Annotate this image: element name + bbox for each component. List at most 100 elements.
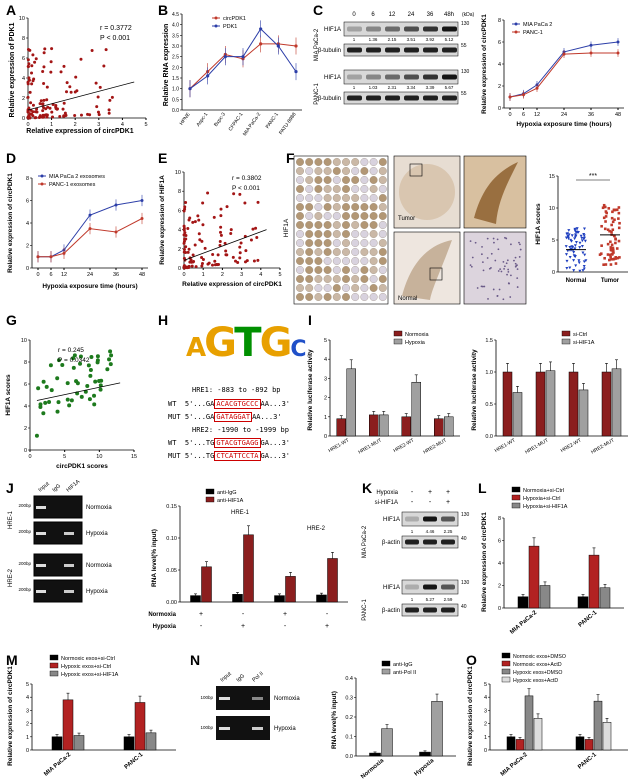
- legend-marker: [40, 182, 44, 186]
- y-tick-label: 8: [26, 176, 29, 182]
- dot-point: [612, 257, 615, 261]
- tma-core: [378, 167, 387, 175]
- blot-band: [385, 26, 400, 32]
- tma-core: [351, 194, 360, 202]
- dot-point: [572, 251, 576, 254]
- panel-label-e: E: [158, 150, 168, 166]
- tma-core: [351, 257, 360, 265]
- scatter-point: [41, 411, 46, 416]
- nucleus-dot: [498, 288, 501, 291]
- tma-core: [332, 167, 341, 175]
- y-tick-label: 8: [498, 18, 501, 24]
- bar: [431, 701, 443, 757]
- data-point: [259, 42, 263, 46]
- gel-image: [33, 579, 83, 603]
- scatter-point: [256, 258, 260, 262]
- time-label: 36: [427, 12, 434, 18]
- blot-band: [347, 95, 362, 101]
- blot-strip: [343, 91, 459, 105]
- tma-core: [332, 275, 341, 283]
- scatter-point: [67, 403, 72, 408]
- scatter-point: [73, 90, 77, 94]
- scatter-point: [30, 82, 34, 86]
- scatter-point: [229, 231, 233, 235]
- bp-label: 200bp: [18, 529, 31, 534]
- tma-core: [378, 158, 387, 166]
- quant-value: 1: [411, 597, 414, 602]
- tma-core: [305, 158, 314, 166]
- scatter-point: [41, 109, 45, 113]
- nucleus-dot: [505, 262, 508, 265]
- scatter-point: [234, 259, 238, 263]
- tma-core: [323, 266, 332, 274]
- x-tick-label: HRE1-WT: [494, 438, 517, 455]
- dot-point: [564, 236, 568, 240]
- nucleus-dot: [481, 261, 484, 264]
- x-tick-label: PANC-1: [578, 610, 599, 629]
- x-tick-label: HRE2-MUT: [590, 438, 615, 456]
- quant-value: 1.03: [369, 85, 378, 90]
- scatter-point: [38, 402, 43, 407]
- nucleus-dot: [519, 243, 521, 246]
- blot-band: [423, 74, 438, 80]
- scatter-point: [62, 114, 66, 118]
- scatter-point: [69, 398, 74, 403]
- y-tick-label: 4: [26, 695, 29, 701]
- time-label: 0: [352, 12, 356, 18]
- tma-core: [305, 230, 314, 238]
- nucleus-dot: [516, 268, 519, 271]
- tma-core: [369, 248, 378, 256]
- nucleus-dot: [486, 237, 489, 240]
- x-tick-label: PANC-1: [577, 752, 598, 771]
- panel-b-line: 0.0 0.5 1.0 1.5 2.0 2.5 3.0 3.5 4.0 4.5 HPNE Aspc-1…: [163, 12, 302, 138]
- scatter-point: [196, 214, 200, 218]
- scatter-point: [219, 233, 223, 237]
- scatter-point: [201, 257, 205, 261]
- nucleus-dot: [470, 265, 473, 268]
- y-tick-label: 8: [178, 189, 181, 195]
- scatter-point: [49, 70, 53, 74]
- dot-point: [610, 253, 614, 256]
- bar: [568, 371, 579, 437]
- scatter-point: [69, 90, 73, 94]
- y-tick-label: 0: [552, 270, 555, 276]
- data-point: [589, 51, 593, 55]
- blot-band: [442, 74, 457, 80]
- blot-strip: [343, 43, 459, 57]
- legend-swatch: [393, 330, 403, 337]
- panel-n: Input IgG Pol II 100bp Normoxia 100bp Hypoxia 0…: [200, 660, 456, 780]
- tma-core: [332, 185, 341, 193]
- scatter-point: [55, 409, 60, 414]
- panel-g-scatter: 0 2 4 6 8 10 0 5 10 15 r = 0.245 P = 0.0342 circPDK1…: [5, 338, 137, 470]
- x-tick-label: Aspc-1: [195, 112, 209, 128]
- gel-band: [36, 564, 46, 567]
- tma-core: [305, 257, 314, 265]
- group-label: HRE-1: [231, 510, 250, 516]
- mw-label: 55: [461, 91, 467, 97]
- panel-c: 0 6 12 24 36 48h (kDa)HIF1A130β-tubulin55HIF1A…: [314, 12, 624, 128]
- bar: [515, 739, 525, 751]
- tma-core: [332, 266, 341, 274]
- tma-core: [342, 293, 350, 301]
- bp-label: 100bp: [200, 695, 213, 700]
- scatter-point: [26, 58, 30, 62]
- scatter-point: [49, 60, 53, 64]
- dot-point: [568, 245, 572, 249]
- tumor-label: Tumor: [398, 216, 415, 222]
- y-tick-label: 5: [324, 338, 327, 344]
- time-label: 24: [408, 12, 415, 18]
- nucleus-dot: [471, 256, 474, 259]
- nucleus-dot: [519, 248, 522, 251]
- nucleus-dot: [474, 241, 477, 244]
- tma-core: [369, 221, 378, 229]
- hre1-wt: WT 5'...GA ACACGTGCCC AA...3': [168, 399, 291, 409]
- dot-point: [602, 263, 605, 266]
- dot-point: [610, 230, 613, 234]
- scatter-point: [34, 116, 38, 120]
- bar: [593, 700, 603, 751]
- tumor-core-disc: [399, 164, 455, 220]
- x-tick-label: MIA PaCa-2: [242, 112, 263, 138]
- dot-point: [573, 229, 577, 233]
- scatter-point: [41, 70, 45, 74]
- data-point: [522, 93, 525, 97]
